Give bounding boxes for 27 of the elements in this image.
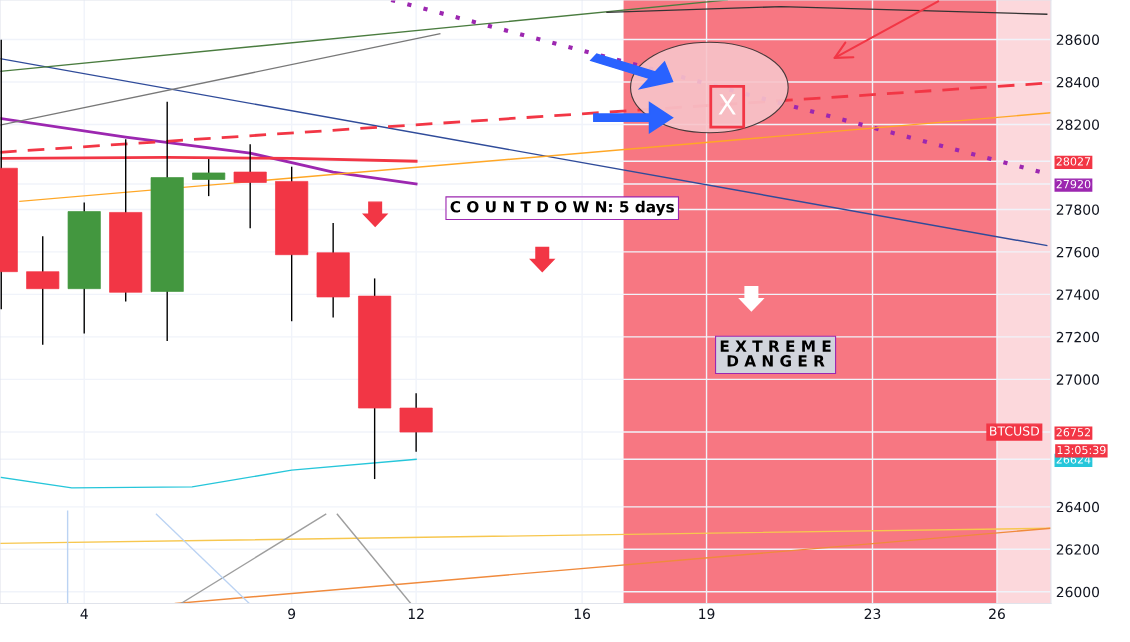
y-tick-label: 26000 xyxy=(1056,586,1100,598)
x-tick-label: 9 xyxy=(288,608,296,620)
annotation: E X T R E M E D A N G E R xyxy=(720,340,831,367)
y-tick-label: 28200 xyxy=(1056,119,1100,130)
x-tick-label: 12 xyxy=(408,608,424,619)
y-tick-label: 28600 xyxy=(1056,34,1100,45)
line-series xyxy=(0,458,417,489)
y-tick-label: 26752 xyxy=(1056,428,1090,437)
y-tick-label: 27000 xyxy=(1056,374,1100,385)
x-tick-label: 26 xyxy=(989,608,1005,620)
x-tick-label: 23 xyxy=(864,608,881,620)
x-tick-label: 19 xyxy=(699,608,715,620)
line-series xyxy=(0,117,418,186)
y-tick-label: 28400 xyxy=(1056,76,1100,88)
y-tick-label: 26200 xyxy=(1056,544,1100,555)
y-tick-label: 27600 xyxy=(1056,246,1100,258)
y-tick-label: 28027 xyxy=(1056,157,1091,166)
x-tick-label: 16 xyxy=(574,608,591,620)
y-tick-label: 27920 xyxy=(1056,179,1091,189)
x-tick-label: 4 xyxy=(80,608,88,619)
annotation: BTCUSD xyxy=(990,426,1040,436)
y-tick-label: 26400 xyxy=(1056,501,1100,513)
y-tick-label: 27800 xyxy=(1056,204,1100,215)
y-tick-label: 27200 xyxy=(1056,331,1100,343)
y-tick-label: 27400 xyxy=(1056,289,1100,300)
annotation: C O U N T D O W N: 5 days xyxy=(450,200,674,216)
annotation: X xyxy=(718,94,736,115)
